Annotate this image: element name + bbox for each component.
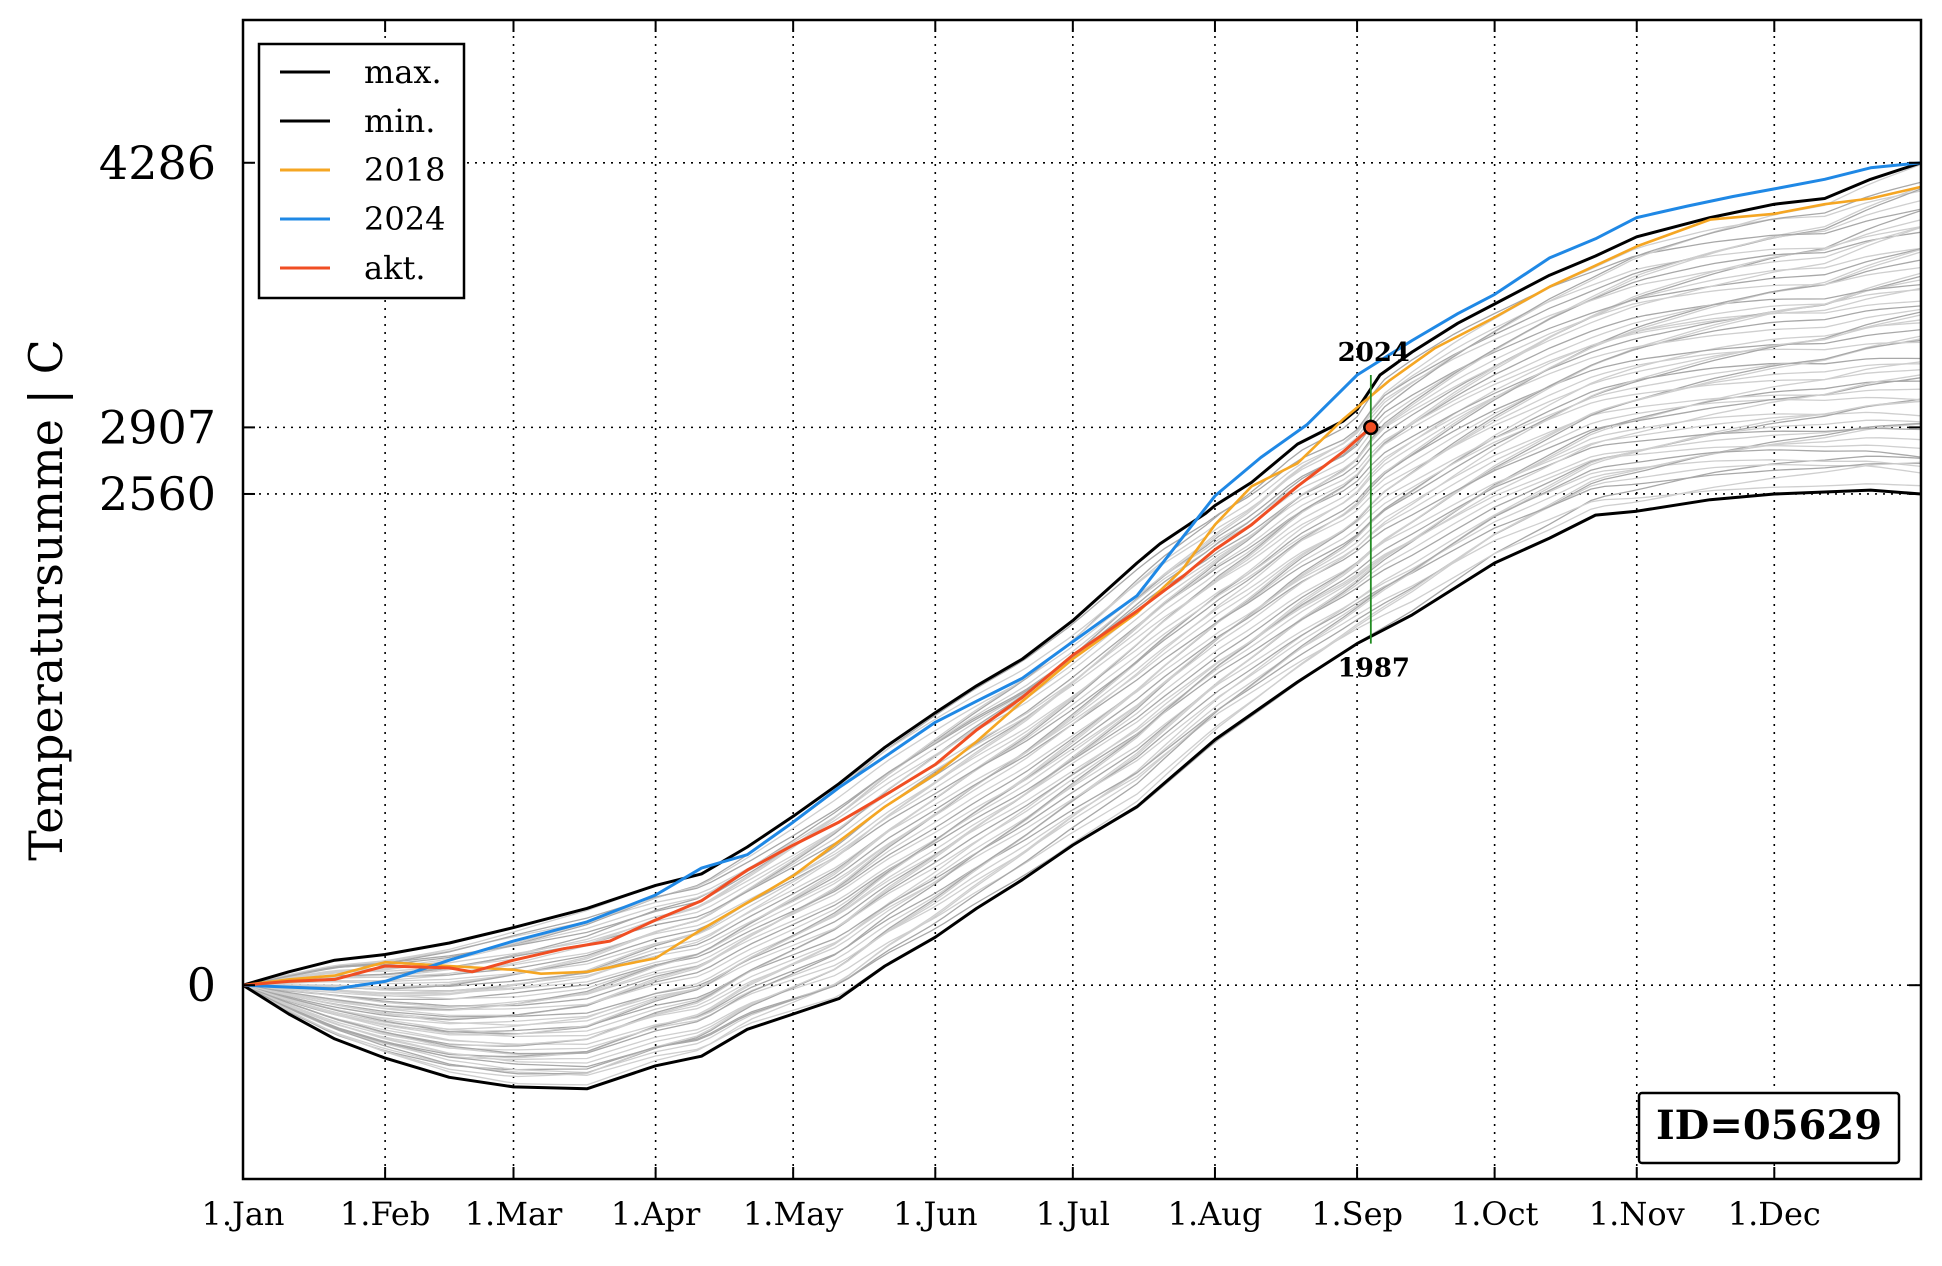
historical-year-line (243, 181, 1921, 986)
current-value-marker (1363, 419, 1379, 436)
series-line-max (243, 161, 1921, 987)
historical-year-line (243, 311, 1921, 1011)
historical-year-line (243, 190, 1921, 986)
range-high-label: 2024 (1338, 338, 1410, 368)
historical-year-line (243, 419, 1921, 1051)
historical-year-line (243, 463, 1921, 1077)
x-tick-label: 1.Sep (1311, 1195, 1403, 1233)
historical-year-line (243, 462, 1921, 1075)
historical-year-line (243, 357, 1921, 1018)
historical-year-line (243, 361, 1921, 1030)
historical-year-line (243, 287, 1921, 993)
x-tick-label: 1.Jan (201, 1195, 284, 1233)
series-lines (243, 161, 1921, 1091)
series-line-akt (243, 426, 1372, 987)
y-tick-label: 2907 (99, 400, 216, 454)
x-tick-label: 1.Nov (1589, 1195, 1685, 1233)
series-line-min (243, 488, 1921, 1091)
x-tick-label: 1.Aug (1168, 1195, 1263, 1233)
y-tick-label: 2560 (99, 467, 216, 521)
historical-year-line (243, 251, 1921, 986)
historical-year-line (243, 400, 1921, 1047)
plot-frame (241, 18, 1923, 1181)
legend: max. min. 2018 2024 akt. (257, 42, 466, 300)
historical-year-line (243, 449, 1921, 1068)
historical-year-line (243, 231, 1921, 986)
historical-year-line (243, 226, 1921, 986)
legend-label: max. (364, 53, 442, 91)
historical-year-line (243, 341, 1921, 1011)
historical-year-line (243, 319, 1921, 1012)
historical-year-line (243, 338, 1921, 1017)
x-tick-label: 1.Apr (611, 1195, 701, 1233)
historical-year-line (243, 288, 1921, 994)
historical-year-line (243, 314, 1921, 1008)
historical-year-line (243, 363, 1921, 1025)
x-tick-label: 1.May (743, 1195, 843, 1233)
historical-year-line (243, 283, 1921, 988)
historical-year-lines (243, 163, 1921, 1086)
historical-year-line (243, 461, 1921, 1078)
x-tick-label: 1.Jun (893, 1195, 978, 1233)
x-tick-label: 1.Jul (1036, 1195, 1110, 1233)
series-line-2024 (243, 161, 1921, 991)
historical-year-line (243, 459, 1921, 1074)
y-tick-label: 0 (187, 958, 216, 1012)
legend-label: min. (364, 102, 435, 140)
historical-year-line (243, 369, 1921, 1026)
historical-year-line (243, 423, 1921, 1059)
id-box-label: ID=05629 (1656, 1102, 1882, 1149)
legend-label: 2018 (364, 151, 445, 189)
historical-year-line (243, 427, 1921, 1055)
historical-year-line (243, 163, 1921, 986)
historical-year-line (243, 328, 1921, 1007)
historical-year-line (243, 437, 1921, 1061)
y-axis-label: Temperatursumme | C (19, 339, 73, 861)
historical-year-line (243, 186, 1921, 986)
range-low-label: 1987 (1338, 654, 1410, 684)
x-tick-label: 1.Feb (340, 1195, 430, 1233)
historical-year-line (243, 259, 1921, 990)
x-tick-label: 1.Oct (1451, 1195, 1539, 1233)
historical-year-line (243, 219, 1921, 986)
historical-year-line (243, 305, 1921, 1001)
current-day-annotation: 2024 1987 (1338, 338, 1410, 684)
historical-year-line (243, 322, 1921, 1009)
historical-year-line (243, 199, 1921, 986)
series-line-2018 (243, 185, 1921, 987)
x-axis-ticks: 1.Jan 1.Feb 1.Mar 1.Apr 1.May 1.Jun 1.Jul 1.Aug… (201, 20, 1821, 1233)
historical-year-line (243, 188, 1921, 986)
id-box-frame (1637, 1091, 1901, 1165)
legend-label: 2024 (364, 200, 445, 238)
historical-year-line (243, 308, 1921, 1000)
x-tick-label: 1.Mar (465, 1195, 563, 1233)
x-tick-label: 1.Dec (1728, 1195, 1821, 1233)
historical-year-line (243, 209, 1921, 986)
historical-year-line (243, 374, 1921, 1036)
historical-year-line (243, 422, 1921, 1058)
historical-year-line (243, 483, 1921, 1086)
y-tick-label: 4286 (99, 136, 216, 190)
historical-year-line (243, 279, 1921, 997)
legend-label: akt. (364, 249, 426, 287)
historical-year-line (243, 339, 1921, 1021)
historical-year-line (243, 396, 1921, 1038)
y-axis-ticks: 0 2560 2907 4286 (99, 136, 1921, 1012)
historical-year-line (243, 380, 1921, 1033)
station-id-box: ID=05629 (1637, 1091, 1901, 1165)
